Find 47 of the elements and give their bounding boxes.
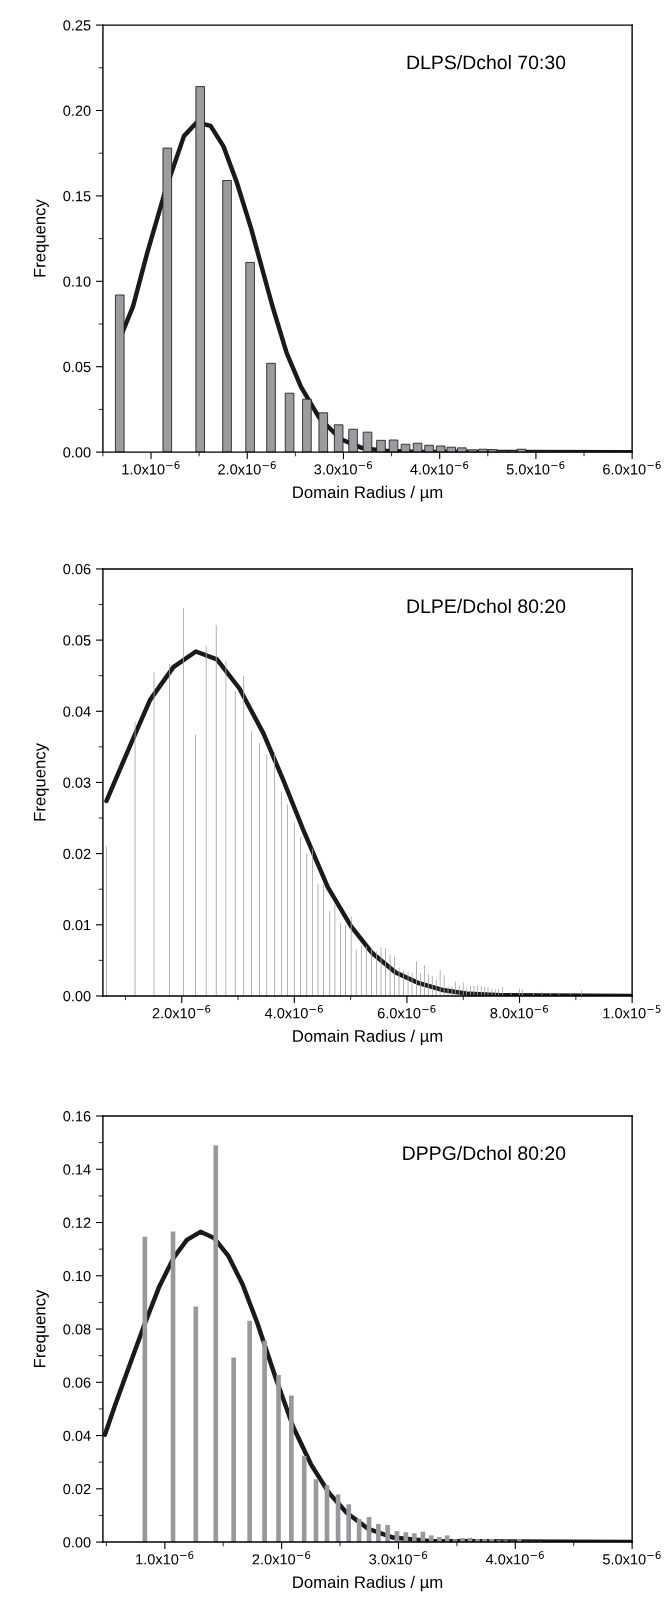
x-tick-label: 5.0x10$^{−6}$ <box>506 461 565 475</box>
y-tick-label: 0.04 <box>63 706 91 717</box>
x-tick-label: 2.0x10$^{−6}$ <box>152 1005 211 1019</box>
x-tick-label: 3.0x10$^{−6}$ <box>369 1551 428 1565</box>
x-tick-label: 4.0x10$^{−6}$ <box>485 1551 544 1565</box>
y-tick-label: 0.10 <box>63 276 91 287</box>
y-tick-label: 0.02 <box>63 848 91 860</box>
y-tick-label: 0.06 <box>63 1377 91 1388</box>
y-tick-label: 0.12 <box>63 1217 91 1228</box>
y-tick-label: 0.20 <box>63 105 91 116</box>
x-tick-label: 4.0x10$^{−6}$ <box>410 461 469 475</box>
y-tick-label: 0.00 <box>63 991 91 1002</box>
x-tick-label: 4.0x10$^{−6}$ <box>264 1005 323 1019</box>
y-tick-label: 0.14 <box>63 1164 91 1175</box>
y-tick-label: 0.00 <box>63 1537 91 1548</box>
x-tick-label: 1.0x10$^{−6}$ <box>122 461 180 475</box>
y-tick-label: 0.16 <box>63 1111 91 1122</box>
y-axis-title: Frequency <box>33 1289 49 1368</box>
x-axis-title: Domain Radius / µm <box>293 485 443 502</box>
x-tick-label: 5.0x10$^{−6}$ <box>602 1551 661 1565</box>
y-tick-label: 0.02 <box>63 1483 91 1495</box>
y-tick-label: 0.00 <box>63 447 91 458</box>
x-axis-title: Domain Radius / µm <box>293 1029 443 1046</box>
x-tick-label: 2.0x10$^{−6}$ <box>252 1551 311 1565</box>
y-tick-label: 0.25 <box>63 20 91 31</box>
y-tick-label: 0.10 <box>63 1270 91 1282</box>
annotation: DLPE/Dchol 80:20 <box>407 598 566 614</box>
x-tick-label: 6.0x10$^{−6}$ <box>377 1005 436 1019</box>
x-tick-label: 1.0x10$^{−5}$ <box>603 1005 661 1019</box>
y-axis-title: Frequency <box>33 743 49 821</box>
x-tick-label: 1.0x10$^{−6}$ <box>136 1551 194 1565</box>
annotation: DLPS/Dchol 70:30 <box>407 54 566 70</box>
y-tick-label: 0.05 <box>63 361 91 373</box>
annotation: DPPG/Dchol 80:20 <box>403 1145 566 1161</box>
y-tick-label: 0.03 <box>63 777 91 788</box>
y-tick-label: 0.05 <box>63 635 91 646</box>
y-axis-title: Frequency <box>33 199 49 277</box>
x-tick-label: 8.0x10$^{−6}$ <box>490 1005 549 1019</box>
x-tick-label: 2.0x10$^{−6}$ <box>218 461 276 475</box>
y-tick-label: 0.15 <box>63 191 91 202</box>
y-tick-label: 0.06 <box>63 564 91 575</box>
y-tick-label: 0.01 <box>63 919 91 931</box>
x-tick-label: 6.0x10$^{−6}$ <box>603 461 661 475</box>
x-axis-title: Domain Radius / µm <box>293 1575 443 1592</box>
y-tick-label: 0.08 <box>63 1324 91 1335</box>
x-tick-label: 3.0x10$^{−6}$ <box>314 461 373 475</box>
y-tick-label: 0.04 <box>63 1430 91 1441</box>
